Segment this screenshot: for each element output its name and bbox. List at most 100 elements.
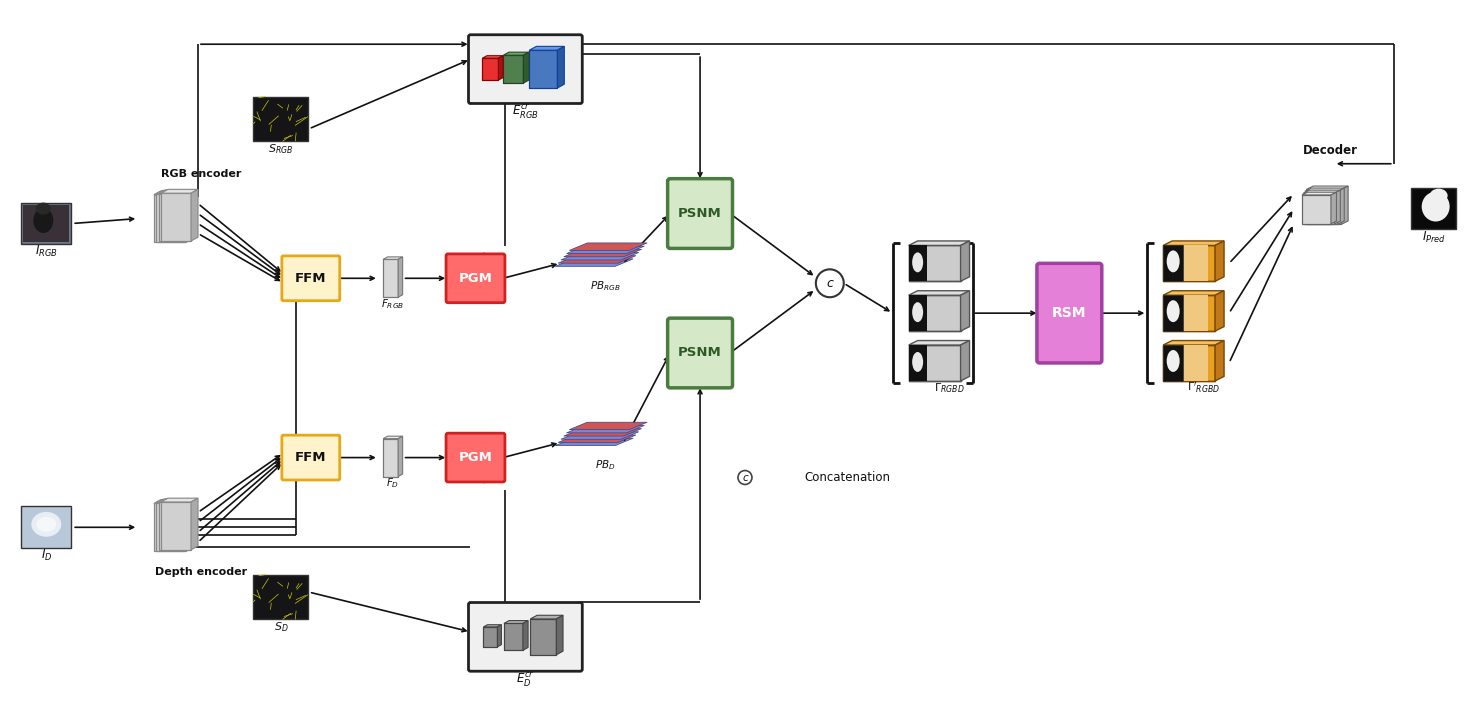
Bar (482, 58, 498, 80)
Polygon shape (1163, 291, 1225, 295)
Polygon shape (1304, 190, 1340, 193)
Bar (504, 55, 523, 83)
Text: $\Gamma_{RGBD}$: $\Gamma_{RGBD}$ (935, 381, 965, 395)
Bar (157, 503, 186, 550)
Bar (1305, 191, 1338, 224)
Polygon shape (908, 241, 970, 245)
Bar (158, 193, 189, 241)
Polygon shape (161, 189, 198, 193)
Polygon shape (1214, 241, 1225, 281)
Bar (482, 58, 498, 80)
Polygon shape (1335, 190, 1340, 224)
Ellipse shape (1421, 192, 1450, 221)
Polygon shape (158, 190, 196, 193)
Text: Decoder: Decoder (1304, 144, 1358, 157)
FancyBboxPatch shape (281, 256, 340, 301)
Text: $F_{D}$: $F_{D}$ (387, 477, 400, 491)
Polygon shape (564, 429, 642, 436)
Bar (154, 503, 183, 551)
Text: $E_{RGB}^{cr}$: $E_{RGB}^{cr}$ (513, 102, 539, 120)
Bar (1307, 190, 1340, 224)
Text: $PB_{RGB}$: $PB_{RGB}$ (590, 279, 621, 293)
Bar (384, 259, 398, 297)
Text: $PB_{D}$: $PB_{D}$ (595, 458, 615, 472)
Ellipse shape (1430, 188, 1447, 202)
Ellipse shape (37, 517, 56, 531)
Circle shape (816, 269, 844, 297)
Polygon shape (561, 432, 639, 439)
Bar (161, 193, 190, 241)
Bar (908, 295, 927, 331)
Polygon shape (1163, 241, 1225, 245)
Polygon shape (570, 423, 648, 430)
Text: Depth encoder: Depth encoder (155, 567, 248, 577)
Text: c: c (826, 277, 834, 290)
Polygon shape (523, 52, 529, 83)
Ellipse shape (1166, 250, 1179, 272)
Bar (23, 205, 69, 243)
Text: PGM: PGM (459, 451, 492, 464)
Polygon shape (498, 56, 502, 80)
Polygon shape (483, 625, 501, 627)
Bar (908, 245, 961, 281)
Polygon shape (530, 615, 563, 619)
Polygon shape (183, 191, 190, 243)
Polygon shape (183, 500, 190, 551)
Bar (908, 245, 927, 281)
Ellipse shape (35, 202, 51, 214)
Polygon shape (570, 243, 648, 250)
Polygon shape (1302, 192, 1336, 195)
Polygon shape (908, 340, 970, 345)
Bar (1163, 245, 1214, 281)
Polygon shape (564, 250, 642, 257)
FancyBboxPatch shape (668, 318, 732, 388)
Polygon shape (1340, 186, 1348, 224)
Polygon shape (558, 435, 636, 442)
Bar (908, 345, 961, 381)
Polygon shape (498, 625, 501, 647)
Polygon shape (482, 56, 502, 58)
Bar (154, 195, 183, 243)
FancyBboxPatch shape (469, 34, 582, 103)
Polygon shape (398, 436, 403, 477)
Bar (908, 345, 961, 381)
Polygon shape (1307, 186, 1348, 190)
Bar (22, 202, 72, 245)
Text: RSM: RSM (1052, 306, 1087, 320)
Text: $S_{RGB}$: $S_{RGB}$ (268, 142, 293, 155)
Bar (1163, 295, 1184, 331)
Polygon shape (1214, 291, 1225, 331)
Text: Concatenation: Concatenation (804, 471, 891, 484)
Polygon shape (1305, 188, 1345, 191)
Text: $\Gamma'_{RGBD}$: $\Gamma'_{RGBD}$ (1188, 380, 1220, 395)
Bar (483, 627, 498, 647)
FancyBboxPatch shape (469, 602, 582, 671)
Polygon shape (961, 340, 970, 381)
Polygon shape (154, 191, 190, 195)
Polygon shape (523, 621, 527, 650)
Bar (1304, 193, 1335, 224)
Bar (483, 627, 498, 647)
Bar (908, 345, 927, 381)
Polygon shape (567, 246, 645, 254)
FancyBboxPatch shape (445, 254, 505, 303)
Bar (157, 503, 186, 550)
Bar (154, 195, 183, 243)
Polygon shape (189, 190, 196, 241)
Ellipse shape (34, 208, 53, 233)
Polygon shape (504, 621, 527, 624)
Bar (1163, 345, 1184, 381)
Bar (157, 194, 186, 242)
Bar (1163, 245, 1214, 281)
Polygon shape (908, 291, 970, 295)
Ellipse shape (1166, 300, 1179, 322)
Bar (504, 624, 523, 650)
Bar (1411, 188, 1456, 229)
Text: PGM: PGM (459, 272, 492, 285)
Bar (158, 503, 189, 550)
Bar (22, 506, 72, 548)
Polygon shape (1338, 188, 1345, 224)
FancyBboxPatch shape (445, 433, 505, 482)
Polygon shape (567, 425, 645, 433)
Bar (157, 194, 186, 242)
